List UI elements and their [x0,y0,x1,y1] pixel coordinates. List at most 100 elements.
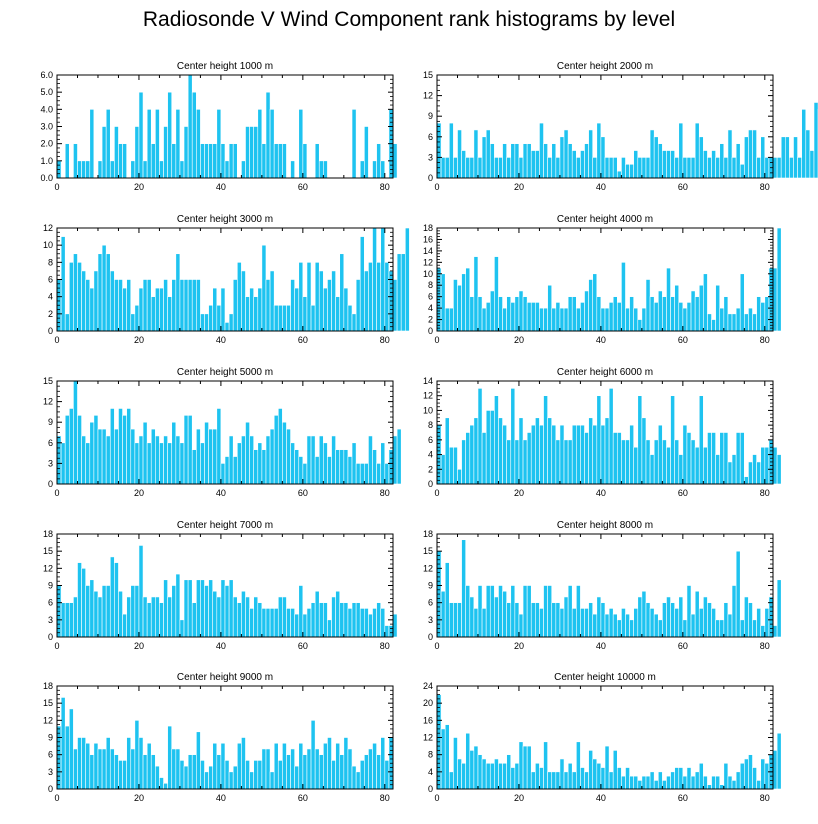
x-tick-label: 40 [216,793,226,803]
histogram-bar [670,296,675,332]
y-tick-label: 6 [48,598,53,608]
histogram-bar [343,287,349,332]
histogram-bar [245,596,250,638]
x-tick-label: 0 [54,488,59,498]
histogram-bar [571,608,577,638]
histogram-bar [212,590,218,638]
histogram-bar [506,754,512,790]
histogram-bar [64,313,70,332]
histogram-bar [461,273,466,332]
histogram-bar [331,435,336,485]
histogram-bar [159,602,164,638]
x-tick-label: 0 [54,335,59,345]
histogram-bar [670,771,675,790]
histogram-panel: Center height 8000 m 0 20 40 60 80 0 3 6 9 12 15 18 [423,520,782,651]
histogram-bar [318,602,324,638]
histogram-bar [171,421,177,485]
histogram-bar [175,435,181,485]
histogram-bar [551,602,557,638]
histogram-bar [220,463,226,485]
histogram-bar [339,602,345,638]
histogram-bar [764,296,770,332]
histogram-bar [526,745,532,790]
histogram-bar [101,126,107,179]
histogram-bar [118,760,123,790]
histogram-bar [109,556,115,638]
histogram-bar [752,129,757,179]
histogram-bar [563,596,569,638]
panel-title: Center height 2000 m [557,61,653,72]
histogram-bar [64,602,70,638]
histogram-bar [662,296,667,332]
histogram-bar [310,720,316,790]
histogram-bar [653,780,659,790]
histogram-bar [571,771,577,790]
histogram-bar [547,284,553,332]
y-tick-label: 1.0 [40,156,53,166]
histogram-bar [265,435,271,485]
histogram-bar [376,602,382,638]
histogram-bar [690,290,696,332]
histogram-bar [502,143,507,179]
histogram-bar [179,160,185,179]
histogram-bar [473,417,479,485]
histogram-bar [232,279,238,332]
histogram-bar [73,143,78,179]
histogram-bar [748,129,753,179]
histogram-bar [469,157,475,179]
histogram-bar [249,126,254,179]
histogram-bar [155,765,160,790]
histogram-bar [772,157,778,179]
histogram-bar [559,758,565,790]
histogram-bar [530,424,536,485]
histogram-bar [502,307,507,332]
histogram-bar [735,143,741,179]
histogram-bar [629,775,634,790]
y-tick-label: 0 [48,479,53,489]
histogram-bar [122,415,127,485]
histogram-bar [64,415,70,485]
histogram-bar [453,157,458,179]
histogram-bar [748,602,753,638]
histogram-bar [555,439,561,485]
histogram-bar [150,143,156,179]
histogram-bar [682,307,688,332]
histogram-bar [68,602,74,638]
histogram-bar [126,596,132,638]
histogram-bar [265,279,271,332]
histogram-bar [776,227,782,332]
histogram-bar [502,590,507,638]
histogram-bar [756,780,762,790]
histogram-bar [690,157,696,179]
histogram-bar [473,129,479,179]
histogram-bar [584,290,589,332]
histogram-bar [134,304,140,332]
histogram-bar [629,619,634,638]
histogram-bar [97,748,103,790]
histogram-bar [241,590,246,638]
panel-title: Center height 10000 m [554,672,656,683]
histogram-bar [514,439,520,485]
y-tick-label: 3 [48,615,53,625]
histogram-bar [122,287,127,332]
histogram-bar [666,267,671,332]
histogram-bar [682,157,688,179]
histogram-bar [163,126,168,179]
histogram-bar [384,625,390,638]
histogram-bar [621,157,626,179]
histogram-bar [339,754,345,790]
histogram-bar [269,270,275,332]
histogram-bar [735,771,741,790]
histogram-bar [735,432,741,485]
histogram-bar [404,227,410,332]
histogram-bar [457,468,462,485]
histogram-bar [571,424,577,485]
x-tick-label: 0 [434,793,439,803]
histogram-bar [649,129,655,179]
histogram-bar [522,143,528,179]
histogram-bar [489,585,495,638]
histogram-bar [584,143,589,179]
y-tick-label: 3 [48,767,53,777]
histogram-bar [772,625,778,638]
